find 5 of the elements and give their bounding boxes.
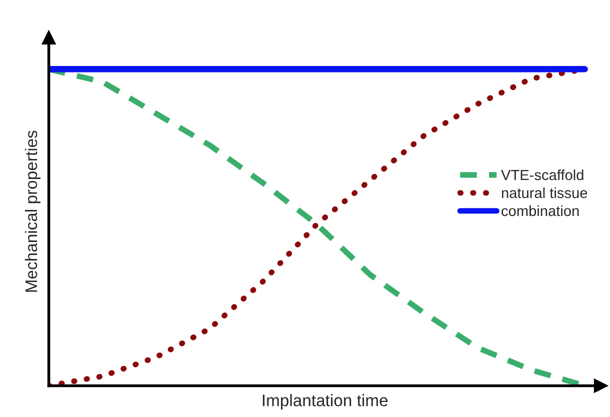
y-axis-title: Mechanical properties (24, 130, 40, 292)
legend-label: VTE-scaffold (501, 169, 584, 180)
legend-label: combination (502, 205, 579, 216)
legend-label: natural tissue (502, 187, 588, 198)
x-axis-title: Implantation time (262, 394, 388, 410)
